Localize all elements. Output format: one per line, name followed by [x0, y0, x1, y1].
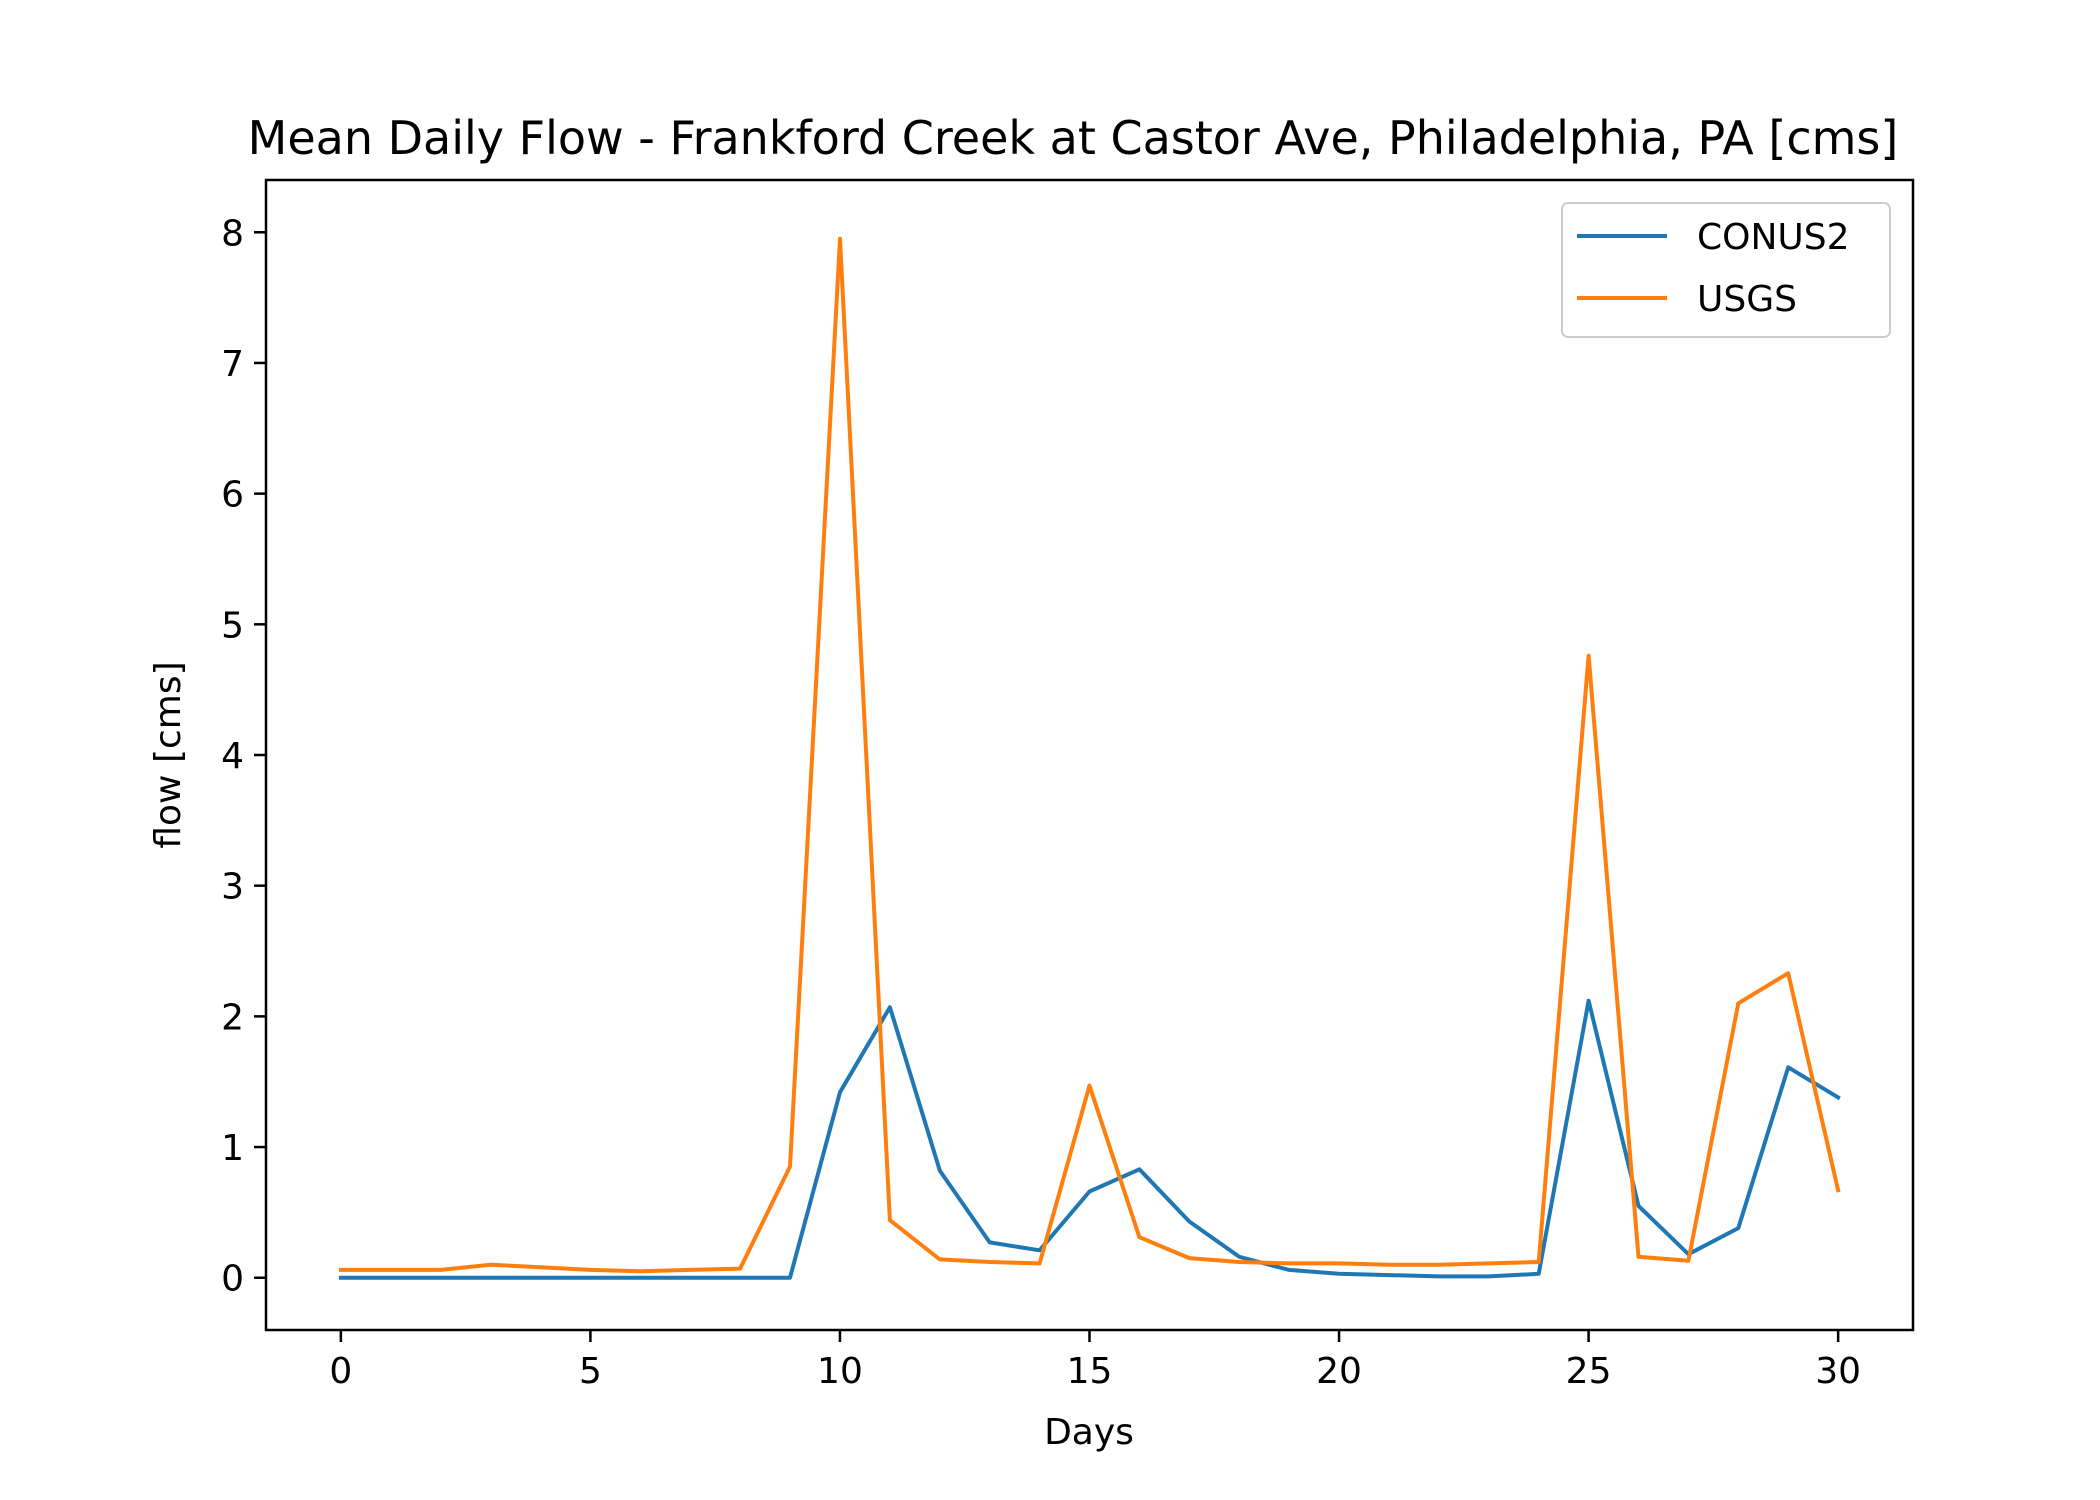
- x-axis-ticks: 0 5 10 15 20 25 30: [329, 1330, 1861, 1392]
- y-tick-label-3: 3: [221, 867, 244, 908]
- y-tick-label-1: 1: [221, 1128, 244, 1169]
- x-tick-label-20: 20: [1316, 1351, 1362, 1392]
- y-tick-label-7: 7: [221, 344, 244, 385]
- y-tick-label-8: 8: [221, 213, 244, 254]
- x-tick-label-0: 0: [329, 1351, 352, 1392]
- chart-title: Mean Daily Flow - Frankford Creek at Cas…: [248, 111, 1899, 165]
- legend-label-usgs: USGS: [1697, 279, 1797, 320]
- y-tick-label-0: 0: [221, 1259, 244, 1300]
- x-tick-label-10: 10: [817, 1351, 863, 1392]
- y-tick-label-2: 2: [221, 997, 244, 1038]
- x-axis-label: Days: [1044, 1412, 1134, 1453]
- y-axis-ticks: 0 1 2 3 4 5 6 7 8: [221, 213, 266, 1300]
- series-line-conus2: [338, 998, 1841, 1280]
- y-tick-label-5: 5: [221, 605, 244, 646]
- series-line-usgs: [338, 236, 1841, 1274]
- y-tick-label-6: 6: [221, 475, 244, 516]
- y-axis-label: flow [cms]: [148, 661, 189, 848]
- x-tick-label-15: 15: [1067, 1351, 1113, 1392]
- x-tick-label-5: 5: [579, 1351, 602, 1392]
- x-tick-label-25: 25: [1566, 1351, 1612, 1392]
- legend-label-conus2: CONUS2: [1697, 217, 1850, 258]
- legend: CONUS2 USGS: [1561, 202, 1891, 338]
- plot-frame: [264, 178, 1915, 1332]
- x-tick-label-30: 30: [1815, 1351, 1861, 1392]
- series-layer: [338, 236, 1841, 1280]
- y-tick-label-4: 4: [221, 736, 244, 777]
